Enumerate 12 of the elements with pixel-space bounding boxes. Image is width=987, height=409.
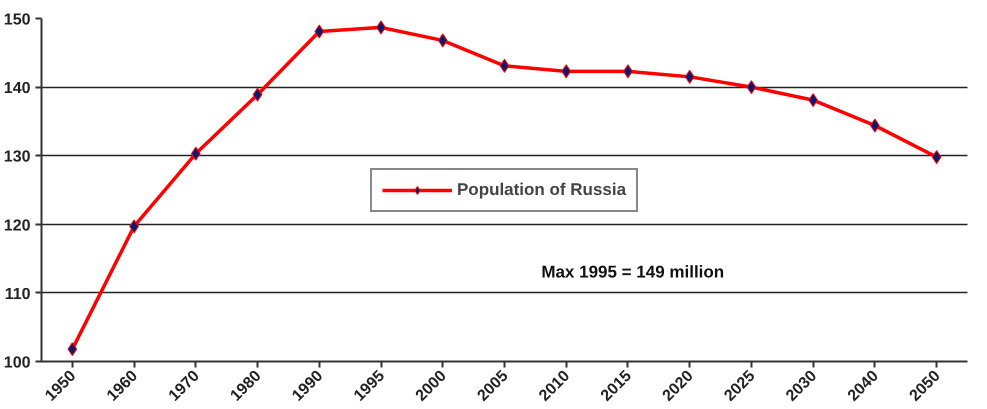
point (314, 24, 324, 39)
point (438, 33, 448, 48)
y-tick-label: 150 (4, 12, 31, 28)
annotation: Max 1995 = 149 million (541, 262, 724, 282)
y-tick-label: 130 (4, 148, 31, 166)
y-tick-label: 140 (4, 80, 31, 98)
point (561, 64, 572, 78)
y-tick-label: 120 (4, 217, 31, 234)
y-tick-label: 100 (4, 354, 31, 372)
y-tick-label: 110 (4, 286, 31, 303)
legend-label: Population of Russia (456, 180, 626, 200)
point (684, 70, 695, 84)
